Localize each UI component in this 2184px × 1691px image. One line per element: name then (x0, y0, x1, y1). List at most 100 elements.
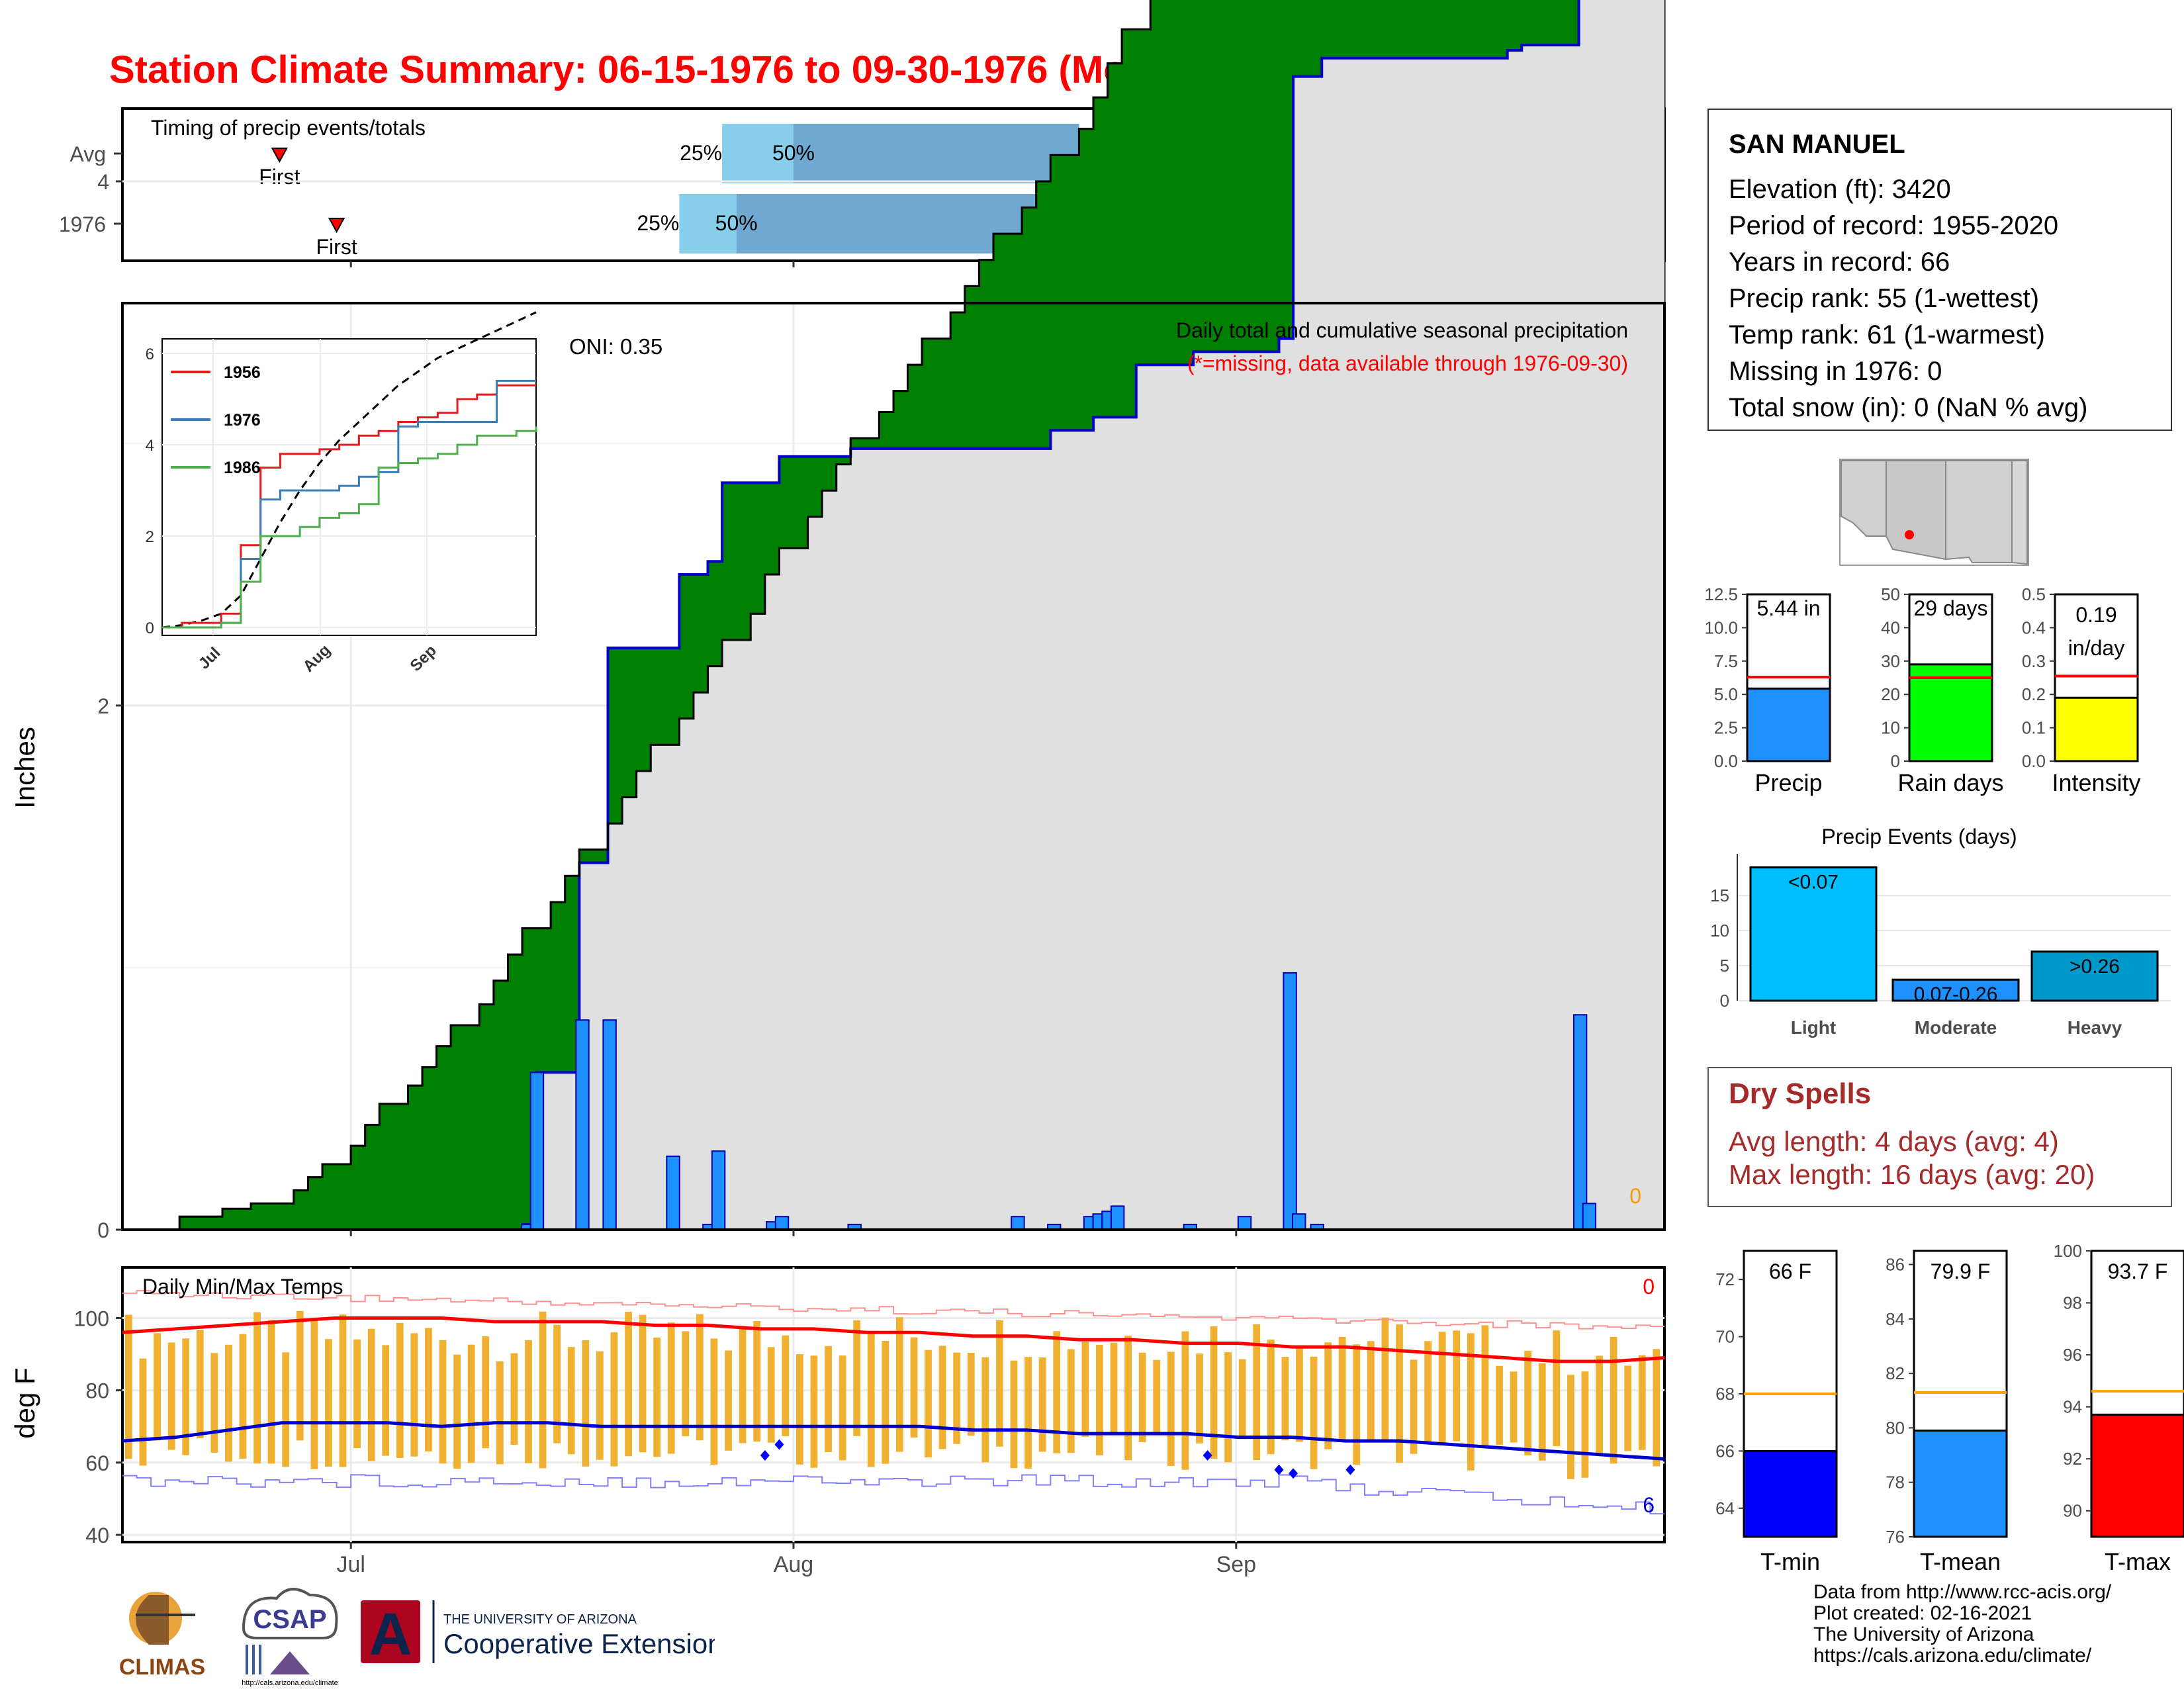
temp-range-bar (1010, 1360, 1018, 1469)
timing-p50-label: 50% (772, 141, 815, 165)
main-ytick-label: 2 (97, 694, 109, 718)
summary-ytick-label: 7.5 (1714, 651, 1738, 671)
record-low-marker (1203, 1449, 1212, 1461)
record-low-marker (1345, 1464, 1355, 1475)
temp-range-bar (196, 1330, 204, 1439)
inset-legend-label: 1956 (224, 363, 261, 382)
temp-range-bar (567, 1347, 575, 1455)
summary-ytick-label: 0.1 (2022, 718, 2046, 738)
temp-ytick-label: 60 (85, 1451, 109, 1475)
temp-range-bar (267, 1320, 275, 1464)
summary-ytick-label: 20 (1881, 684, 1900, 704)
temp-summary-ytick-label: 70 (1715, 1327, 1735, 1347)
timing-title: Timing of precip events/totals (151, 116, 426, 140)
temp-range-bar (1467, 1333, 1475, 1471)
map-state-tx (2011, 460, 2028, 565)
events-bar (1891, 978, 2020, 1002)
temp-range-bar (667, 1322, 675, 1454)
temp-summary-ytick-label: 100 (2054, 1241, 2082, 1261)
temp-summary-ytick-label: 82 (1886, 1363, 1905, 1383)
temp-summary-ytick-label: 98 (2063, 1293, 2082, 1313)
summary-ytick-label: 2.5 (1714, 718, 1738, 738)
temp-range-bar (767, 1347, 775, 1443)
temp-range-bar (582, 1340, 590, 1467)
temp-range-bar (553, 1324, 561, 1443)
temp-range-bar (167, 1342, 175, 1450)
timing-iqr-low (679, 194, 737, 253)
temp-summary-ytick-label: 94 (2063, 1397, 2082, 1417)
temp-summary-value (1743, 1449, 1838, 1538)
inset-series-1986 (162, 426, 537, 629)
temp-range-bar (1210, 1326, 1218, 1459)
summary-bar-value (1746, 687, 1831, 762)
inset-legend-label: 1976 (224, 411, 261, 430)
temp-range-bar (1224, 1351, 1232, 1463)
temp-range-bar (1096, 1344, 1103, 1455)
temp-range-bar (1524, 1350, 1532, 1455)
temp-range-bar (1338, 1336, 1346, 1441)
temp-range-bar (1324, 1342, 1332, 1449)
tmax-record-line (122, 1290, 1664, 1330)
timing-row-label: 1976 (59, 212, 106, 236)
temp-range-bar (967, 1352, 975, 1436)
summary-value-unit: in/day (2068, 636, 2124, 660)
record-low-marker (1274, 1464, 1284, 1475)
daily-precip-bar (1237, 1216, 1252, 1230)
temp-ytick-label: 40 (85, 1524, 109, 1547)
summary-ytick-label: 0 (1891, 751, 1900, 771)
temp-range-bar (1381, 1317, 1389, 1440)
temp-range-bar (1653, 1349, 1661, 1467)
temp-range-bar (1067, 1349, 1075, 1453)
temp-range-bar (782, 1335, 790, 1437)
daily-precip-bar (1582, 1203, 1597, 1231)
temp-range-bar (439, 1340, 447, 1464)
temp-range-bar (596, 1351, 604, 1460)
summary-ytick-label: 10.0 (1704, 617, 1738, 637)
temp-range-bar (396, 1322, 404, 1458)
temp-range-bar (1181, 1331, 1189, 1470)
summary-bar-value (2054, 696, 2139, 762)
temp-range-bar (753, 1321, 761, 1442)
temp-range-bar (1167, 1351, 1175, 1466)
temp-range-bar (1153, 1359, 1161, 1435)
dry-spells-max: Max length: 16 days (avg: 20) (1729, 1159, 2095, 1190)
temp-range-bar (796, 1354, 803, 1465)
temp-range-bar (154, 1333, 161, 1441)
inset-frame (161, 338, 537, 636)
temp-summary-ytick-label: 86 (1886, 1255, 1905, 1275)
daily-precip-bar (1292, 1213, 1306, 1230)
dry-spells-title: Dry Spells (1729, 1077, 1872, 1110)
csap-url: http://cals.arizona.edu/climate (242, 1679, 338, 1687)
temp-range-bar (1296, 1347, 1303, 1442)
events-ytick-label: 0 (1720, 991, 1729, 1011)
timing-p25-label: 25% (680, 141, 722, 165)
station-marker (1905, 530, 1914, 539)
temp-range-bar (610, 1332, 618, 1467)
csap-logo: CSAP http://cals.arizona.edu/climate (230, 1582, 349, 1688)
daily-precip-bar (1110, 1205, 1125, 1230)
map-state-az (1886, 460, 1946, 561)
temp-summary-ytick-label: 78 (1886, 1473, 1905, 1492)
temp-range-bar (996, 1320, 1003, 1447)
temp-range-bar (1196, 1353, 1203, 1443)
inset-legend-label: 1986 (224, 459, 261, 477)
inset-series-1956 (162, 384, 536, 629)
temp-range-bar (139, 1358, 147, 1466)
temp-range-bar (725, 1350, 732, 1451)
credit-url: https://cals.arizona.edu/climate/ (1813, 1645, 2092, 1667)
temp-range-bar (1453, 1330, 1461, 1441)
temp-range-bar (739, 1326, 747, 1443)
station-precip-rank: Precip rank: 55 (1-wettest) (1729, 284, 2040, 313)
station-temp-rank: Temp rank: 61 (1-warmest) (1729, 320, 2045, 349)
temp-range-bar (1553, 1330, 1561, 1446)
temp-range-bar (1281, 1357, 1289, 1441)
temp-range-bar (825, 1346, 832, 1453)
daily-precip-bar (711, 1150, 726, 1230)
daily-precip-bar (575, 1019, 590, 1230)
temp-range-bar (867, 1333, 875, 1467)
climas-logo: CLIMAS (109, 1582, 215, 1681)
timing-row-label: Avg (69, 142, 106, 166)
temp-range-bar (225, 1344, 232, 1462)
temp-range-bar (1538, 1363, 1546, 1461)
